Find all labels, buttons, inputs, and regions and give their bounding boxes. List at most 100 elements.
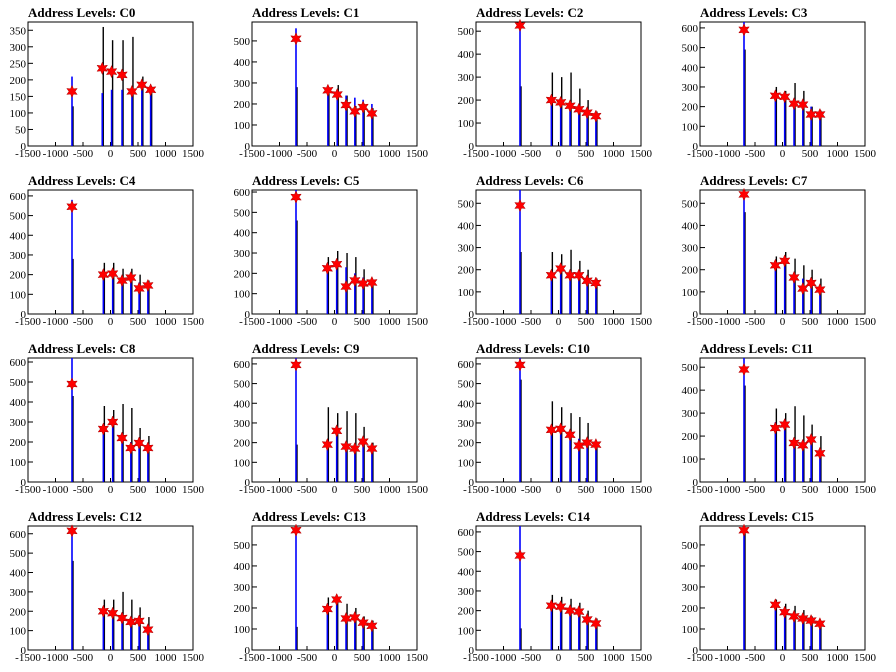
x-tick-label: -1000 (267, 484, 293, 496)
panel-c14: Address Levels: C14 0 100 200 300 400 500 600 -1… (448, 504, 672, 672)
peak-marker (142, 441, 154, 455)
y-tick-label: 600 (10, 191, 27, 203)
chart-title: Address Levels: C5 (252, 173, 360, 188)
x-tick-label: 1500 (406, 484, 429, 496)
y-tick-label: 200 (458, 438, 475, 450)
x-tick-label: 500 (578, 652, 595, 664)
plot-frame (27, 21, 194, 147)
x-tick-label: -1000 (715, 484, 741, 496)
y-tick-label: 0 (245, 645, 251, 657)
y-tick-label: 600 (234, 187, 251, 199)
x-tick-label: 500 (130, 652, 147, 664)
y-tick-label: 400 (10, 230, 27, 242)
x-tick-label: 1500 (630, 484, 653, 496)
peak-marker (778, 605, 791, 619)
peak-marker (321, 602, 334, 616)
peak-marker (66, 84, 78, 99)
x-tick-label: -500 (297, 652, 318, 664)
x-tick-label: -500 (73, 316, 94, 328)
peak-marker (564, 428, 576, 442)
x-tick-label: 500 (354, 316, 371, 328)
x-tick-label: 1000 (827, 148, 850, 160)
chart-title: Address Levels: C11 (700, 341, 813, 356)
peak-marker (590, 276, 602, 290)
y-tick-label: 300 (234, 248, 251, 260)
x-tick-label: -500 (521, 148, 542, 160)
x-tick-label: -1000 (715, 652, 741, 664)
x-tick-label: 1000 (155, 316, 178, 328)
x-tick-label: -1500 (239, 316, 265, 328)
x-tick-label: 0 (332, 316, 338, 328)
y-tick-label: 600 (458, 359, 475, 371)
y-tick-label: 400 (458, 566, 475, 578)
peak-marker (290, 358, 302, 372)
x-tick-label: -1000 (43, 148, 69, 160)
peak-marker (788, 609, 800, 623)
peak-marker (144, 83, 157, 97)
y-tick-label: 50 (15, 124, 27, 136)
x-tick-label: 0 (332, 148, 338, 160)
y-tick-label: 100 (458, 457, 475, 469)
peak-marker (321, 261, 334, 275)
x-tick-label: 1500 (406, 316, 429, 328)
chart-c9: Address Levels: C9 0 100 200 300 400 500 600 -15… (234, 341, 429, 496)
y-tick-label: 300 (10, 587, 27, 599)
x-tick-label: 0 (780, 316, 786, 328)
chart-c6: Address Levels: C60100200300400500-1500-… (458, 173, 653, 328)
x-tick-label: -1000 (43, 652, 69, 664)
peak-marker (330, 257, 343, 271)
peak-marker (797, 438, 809, 452)
peak-marker (125, 441, 137, 455)
x-tick-label: 500 (354, 652, 371, 664)
chart-c7: Address Levels: C70100200300400500-1500-… (682, 173, 877, 328)
x-tick-label: 0 (556, 484, 562, 496)
x-tick-label: 1500 (854, 316, 877, 328)
x-tick-label: 0 (780, 484, 786, 496)
peak-marker (105, 64, 118, 79)
chart-title: Address Levels: C3 (700, 5, 808, 20)
peak-marker (564, 99, 576, 113)
y-tick-label: 500 (458, 379, 475, 391)
x-tick-label: -1000 (43, 484, 69, 496)
peak-marker (97, 268, 110, 282)
y-tick-label: 0 (693, 309, 699, 321)
x-tick-label: -500 (745, 484, 766, 496)
panel-c9: Address Levels: C9 0 100 200 300 400 500 600 -15… (224, 336, 448, 504)
panel-c15: Address Levels: C15 0 100 200 300 400 500 -1500… (672, 504, 896, 672)
y-tick-label: 100 (458, 118, 475, 130)
x-tick-label: -1000 (491, 316, 517, 328)
y-tick-label: 300 (458, 243, 475, 255)
y-tick-label: 100 (458, 625, 475, 637)
y-tick-label: 500 (458, 26, 475, 38)
y-tick-label: 200 (234, 603, 251, 615)
y-tick-label: 300 (458, 586, 475, 598)
y-tick-label: 100 (10, 626, 27, 638)
x-tick-label: -1000 (491, 652, 517, 664)
chart-title: Address Levels: C12 (28, 509, 142, 524)
x-tick-label: 0 (108, 316, 114, 328)
x-tick-label: 1500 (406, 652, 429, 664)
y-tick-label: 300 (10, 250, 27, 262)
y-tick-label: 400 (682, 220, 699, 232)
x-tick-label: 1000 (827, 652, 850, 664)
x-tick-label: -500 (521, 484, 542, 496)
y-tick-label: 200 (682, 431, 699, 443)
plot-frame (699, 357, 866, 483)
chart-title: Address Levels: C1 (252, 5, 359, 20)
chart-title: Address Levels: C13 (252, 509, 366, 524)
y-tick-label: 200 (234, 438, 251, 450)
y-tick-label: 400 (234, 57, 251, 69)
plot-frame (251, 189, 418, 315)
peak-marker (545, 268, 558, 282)
peak-marker (797, 611, 809, 626)
chart-c1: Address Levels: C10100200300400500-1500-… (234, 5, 429, 160)
x-tick-label: -500 (73, 652, 94, 664)
x-tick-label: -500 (73, 148, 94, 160)
peak-marker (514, 198, 526, 213)
x-tick-label: -500 (297, 484, 318, 496)
peak-marker (133, 436, 145, 450)
x-tick-label: -1500 (687, 148, 713, 160)
chart-title: Address Levels: C6 (476, 173, 584, 188)
peak-marker (116, 68, 128, 82)
